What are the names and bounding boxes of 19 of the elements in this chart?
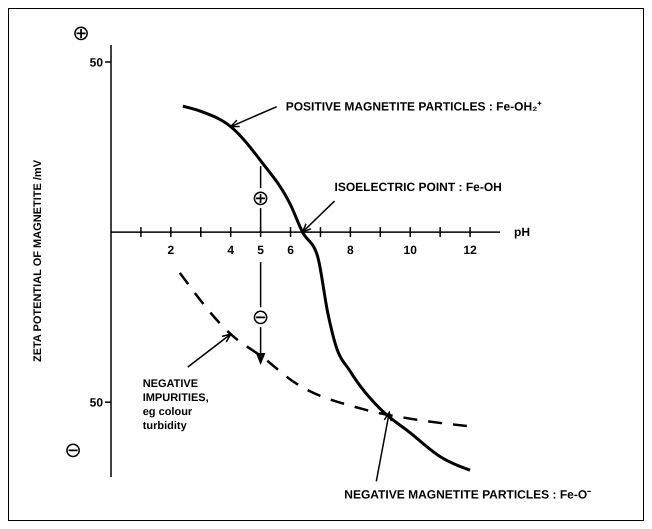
annotation: ⊕	[252, 186, 270, 210]
text: ⊕	[72, 21, 90, 45]
x-tick-label: 5	[257, 243, 264, 258]
x-tick-label: 4	[227, 243, 234, 258]
y-tick-label: 50	[90, 55, 104, 70]
annotation: ⊖	[252, 305, 270, 330]
y-tick-label: 50	[90, 395, 104, 410]
x-tick-label: 12	[463, 243, 478, 258]
y-axis-title: ZETA POTENTIAL OF MAGNETITE /mV	[32, 159, 44, 362]
text: ⊖	[64, 438, 82, 462]
x-tick-label: 6	[287, 243, 294, 258]
annotation: ISOELECTRIC POINT : Fe-OH	[334, 180, 502, 194]
x-tick-label: 10	[404, 243, 418, 258]
annotation: NEGATIVE MAGNETITE PARTICLES : Fe-O⁻	[344, 487, 592, 502]
x-tick-label: 2	[168, 243, 174, 258]
x-axis-title: pH	[514, 225, 530, 240]
annotation: NEGATIVE IMPURITIES, eg colour turbidity	[142, 378, 209, 432]
x-tick-label: 8	[347, 243, 354, 258]
annotation: POSITIVE MAGNETITE PARTICLES : Fe-OH₂⁺	[286, 100, 542, 114]
